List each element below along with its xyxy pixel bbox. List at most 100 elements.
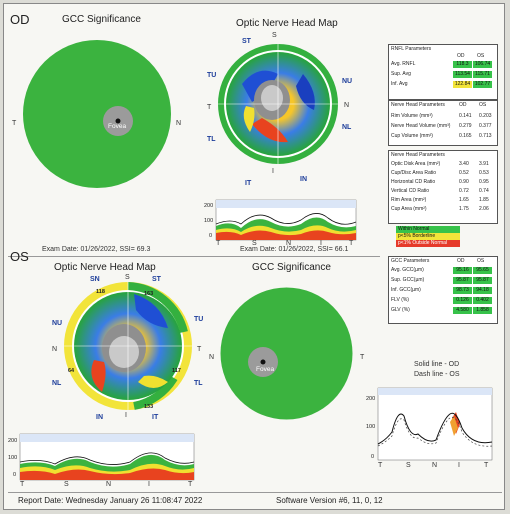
onh1-cell: 0.165	[459, 133, 472, 139]
onh1-row-label: Cup Volume (mm³)	[391, 133, 433, 139]
gcc-cell: 95.16	[453, 267, 472, 274]
onh2-cell: 1.65	[459, 197, 469, 203]
os-onh-tl: TL	[194, 380, 203, 387]
od-gcc-side-right: N	[176, 120, 182, 127]
os-tsnit-axis-t2: T	[188, 481, 193, 488]
rnfl-row-label: Sup. Avg	[391, 71, 411, 77]
os-onh-num-1: 118	[96, 289, 105, 295]
onh1-row-label: Rim Volume (mm³)	[391, 113, 433, 119]
onh2-cell: 0.72	[459, 188, 469, 194]
od-gcc-map	[23, 40, 171, 188]
os-onh-tu: TU	[194, 316, 204, 323]
od-tsnit-chart	[215, 199, 357, 241]
onh2-title: Nerve Head Parameters	[391, 152, 445, 158]
gcc-row-label: FLV (%)	[391, 297, 409, 303]
os-onh-n: N	[52, 346, 58, 353]
legend-outside-normal: p<1% Outside Normal	[396, 240, 460, 247]
onh2-row-label: Cup Area (mm²)	[391, 206, 427, 212]
gcc-row-label: Inf. GCC(µm)	[391, 287, 421, 293]
os-onh-t: T	[197, 346, 202, 353]
os-gcc-map	[220, 287, 353, 420]
legend-solid: Solid line - OD	[414, 361, 460, 368]
os-tsnit-axis-i: I	[148, 481, 150, 488]
os-gcc-title: GCC Significance	[252, 262, 331, 273]
od-onh-st: ST	[242, 38, 251, 45]
os-onh-num-4: 117	[172, 368, 181, 374]
onh1-col-od: OD	[459, 102, 467, 108]
os-onh-st: ST	[152, 276, 161, 283]
od-onh-n: N	[344, 102, 350, 109]
gcc-cell: 95.87	[453, 277, 472, 284]
od-onh-nu: NU	[342, 78, 353, 85]
od-onh-t: T	[207, 104, 212, 111]
gcc-cell: 98.73	[453, 287, 472, 294]
os-onh-num-2: 163	[144, 291, 154, 297]
od-tsnit-tick-200: 200	[204, 203, 214, 209]
compare-axis-t1: T	[378, 462, 383, 469]
os-tsnit-axis-t1: T	[20, 481, 25, 488]
compare-tick-200: 200	[366, 396, 376, 402]
onh2-row-label: Vertical CD Ratio	[391, 188, 430, 194]
gcc-cell: 0.126	[453, 297, 472, 304]
onh2-cell: 0.74	[479, 188, 489, 194]
rnfl-cell: 106.74	[473, 61, 492, 68]
report-date: Report Date: Wednesday January 26 11:08:…	[18, 496, 203, 505]
onh1-cell: 0.279	[459, 123, 472, 129]
gcc-table-title: GCC Parameters	[391, 258, 430, 264]
compare-chart	[377, 387, 493, 461]
os-gcc-side-right: T	[360, 354, 365, 361]
os-onh-title: Optic Nerve Head Map	[54, 262, 156, 273]
onh1-cell: 0.377	[479, 123, 492, 129]
onh2-cell: 1.75	[459, 206, 469, 212]
od-tsnit-tick-0: 0	[209, 233, 213, 239]
onh2-cell: 2.06	[479, 206, 489, 212]
onh2-cell: 3.91	[479, 161, 489, 167]
onh2-cell: 0.95	[479, 179, 489, 185]
os-onh-num-3: 64	[68, 368, 75, 374]
os-onh-sn: SN	[90, 276, 100, 283]
os-tsnit-tick-0: 0	[13, 472, 17, 478]
legend-borderline: p<5% Borderline	[396, 233, 460, 240]
onh-params-2: Nerve Head Parameters Optic Disk Area (m…	[388, 150, 498, 224]
compare-axis-t2: T	[484, 462, 489, 469]
os-tsnit-tick-200: 200	[8, 438, 18, 444]
rnfl-col-os: OS	[477, 53, 485, 59]
onh1-title: Nerve Head Parameters	[391, 102, 445, 108]
rnfl-row-label: Inf. Avg	[391, 81, 408, 87]
rnfl-table: RNFL Parameters OD OS Avg. RNFL 118.3 10…	[388, 44, 498, 100]
rnfl-cell: 115.71	[473, 71, 492, 78]
gcc-cell: 95.65	[473, 267, 492, 274]
od-tsnit-axis-t1: T	[216, 240, 221, 247]
onh2-cell: 0.53	[479, 170, 489, 176]
gcc-cell: 95.87	[473, 277, 492, 284]
od-onh-map	[218, 44, 338, 164]
footer-divider	[8, 492, 502, 493]
os-gcc-side-left: N	[209, 354, 215, 361]
gcc-cell: 4.580	[453, 307, 472, 314]
rnfl-cell: 102.77	[473, 81, 492, 88]
compare-axis-i: I	[458, 462, 460, 469]
od-exam-left: Exam Date: 01/26/2022, SSI= 69.3	[42, 246, 151, 253]
onh1-cell: 0.713	[479, 133, 492, 139]
od-onh-tl: TL	[207, 136, 216, 143]
od-tsnit-axis-n: N	[286, 240, 292, 247]
gcc-row-label: Sup. GCC(µm)	[391, 277, 425, 283]
od-onh-it: IT	[245, 180, 252, 187]
od-tsnit-axis-t2: T	[349, 240, 354, 247]
onh2-cell: 0.52	[459, 170, 469, 176]
onh-params-1: Nerve Head Parameters OD OS Rim Volume (…	[388, 100, 498, 146]
rnfl-col-od: OD	[457, 53, 465, 59]
onh2-row-label: Cup/Disc Area Ratio	[391, 170, 437, 176]
onh1-row-label: Nerve Head Volume (mm³)	[391, 123, 451, 129]
onh2-row-label: Horizontal CD Ratio	[391, 179, 436, 185]
os-fovea-label: Fovea	[256, 366, 275, 373]
significance-legend: Within Normal p<5% Borderline p<1% Outsi…	[396, 226, 460, 247]
os-onh-in: IN	[96, 414, 103, 421]
od-onh-title: Optic Nerve Head Map	[236, 18, 338, 29]
od-gcc-side-left: T	[12, 120, 17, 127]
gcc-col-os: OS	[477, 258, 485, 264]
od-tsnit-tick-100: 100	[204, 218, 214, 224]
rnfl-cell: 122.84	[453, 81, 472, 88]
od-onh-in: IN	[300, 176, 307, 183]
gcc-table: GCC Parameters OD OS Avg. GCC(µm) 95.16 …	[388, 256, 498, 324]
